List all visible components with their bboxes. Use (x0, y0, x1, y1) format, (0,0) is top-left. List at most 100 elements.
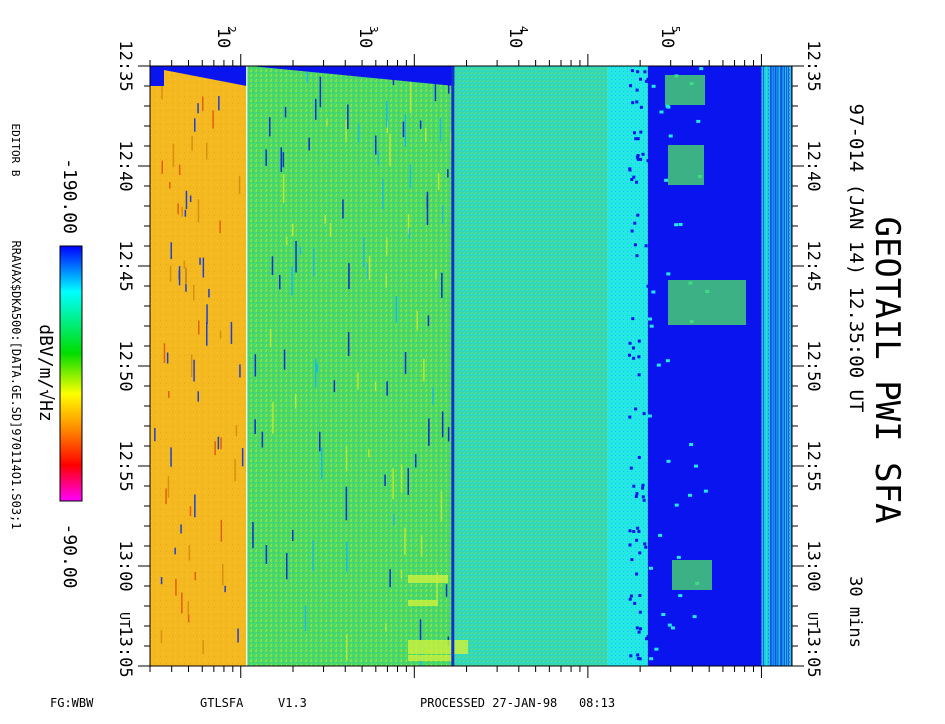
band-4-speckle (658, 152, 661, 155)
band-4-speckle (654, 133, 658, 137)
colorbar-min-label: -190.00 (59, 158, 80, 234)
band-4-cyan-speckle (656, 363, 661, 367)
band-4-speckle (635, 88, 639, 92)
band-1-streak (180, 524, 182, 534)
band-4-speckle (633, 131, 636, 135)
colorbar-units-label: dBV/m/√Hz (35, 324, 56, 422)
time-labels-left: 12:35 12:40 12:45 12:50 12:55 13:00 UT 1… (115, 40, 135, 677)
band-1-streak (178, 164, 181, 175)
band-4-speckle (662, 382, 666, 386)
band-4-speckle (663, 550, 667, 553)
band-2-streak (425, 128, 427, 142)
band-4-speckle (637, 456, 641, 459)
band-2-streak (319, 431, 321, 452)
band-4-speckle (632, 356, 636, 360)
band-4-speckle (665, 419, 669, 423)
band-4-speckle (658, 518, 662, 522)
band-2-streak (348, 263, 350, 290)
band-2-streak (292, 529, 294, 541)
band-1-streak (230, 321, 233, 344)
band-2-streak (450, 132, 452, 151)
chart-subtitle: 97-014 (JAN 14) 12.35:00 UT (845, 104, 867, 413)
band-4-speckle (635, 492, 639, 496)
band-2-streak (347, 104, 349, 130)
band-2-streak (280, 147, 282, 172)
band-4-speckle (655, 229, 658, 233)
band-4-speckle (651, 129, 655, 133)
band-4-speckle (653, 135, 657, 138)
time-label-right-ut: UT (804, 612, 819, 628)
band-1-streak (185, 190, 188, 210)
band-5-line (771, 66, 773, 666)
band-1-streak (208, 288, 210, 298)
band-5-line (778, 66, 780, 666)
band-2-streak (252, 522, 254, 549)
band-2-streak (285, 236, 288, 246)
band-1-streak (197, 103, 199, 114)
band-4-speckle (638, 551, 642, 555)
band-2-streak (294, 394, 297, 409)
band-4-speckle (663, 654, 667, 658)
band-2-streak (435, 269, 437, 280)
band-2-streak (426, 195, 429, 209)
band-2-streak (436, 572, 438, 601)
band-4-speckle (654, 504, 658, 508)
colorbar-max-label: -90.00 (59, 523, 80, 588)
band-4-cyan-speckle (661, 613, 666, 616)
band-2-streak (265, 545, 268, 564)
band-1-streak (239, 364, 241, 378)
band-1-streak (220, 519, 223, 542)
time-label-left: 13:00 (115, 540, 135, 591)
band-2-edge-line (451, 66, 455, 666)
band-2-streak (420, 534, 423, 557)
band-2-streak (357, 372, 359, 390)
band-1-streak (224, 585, 226, 593)
band-1-streak (178, 270, 180, 280)
band-2-streak (386, 381, 388, 396)
band-2-streak (416, 310, 418, 331)
band-4-speckle (661, 423, 664, 427)
band-4-speckle (661, 647, 664, 650)
band-1-streak (199, 257, 201, 265)
svg-text:5: 5 (669, 26, 682, 33)
band-1-streak (183, 260, 186, 269)
band-4-speckle (641, 483, 645, 487)
band-1-streak (202, 257, 205, 278)
band-4-speckle (650, 621, 654, 625)
svg-text:10: 10 (505, 28, 525, 48)
band-2-streak (284, 106, 287, 118)
band-2-streak (321, 447, 323, 480)
band-2-streak (368, 449, 370, 458)
band-4-speckle (660, 132, 664, 136)
band-4-speckle (660, 277, 663, 281)
footer-program-label: GTLSFA (200, 696, 244, 710)
band-2-streak (440, 491, 443, 522)
band-4-speckle (659, 107, 663, 110)
freq-tick-label-10000: 10 4 (505, 26, 530, 48)
band-4-speckle (645, 637, 648, 641)
band-2-streak (419, 120, 422, 129)
band-2-streak (363, 237, 365, 267)
band-1-streak (187, 614, 190, 623)
band-1-streak (189, 506, 192, 517)
band-4-speckle (656, 541, 660, 545)
band-1-streak (166, 352, 169, 364)
band-4-speckle (634, 495, 638, 498)
band-4-speckle (635, 254, 639, 258)
band-1-fill (150, 66, 247, 666)
band-1-streak (193, 359, 195, 382)
band-4-cyan-speckle (696, 119, 701, 123)
band-4-cyan-speckle (651, 290, 656, 294)
band-1-streak (160, 577, 163, 585)
band-2-streak (393, 513, 395, 526)
time-label-right: 13:00 (803, 540, 823, 591)
band-4-speckle (663, 514, 667, 517)
band-4-speckle (658, 646, 662, 650)
band-2-streak (347, 331, 350, 356)
band-1-streak (238, 175, 241, 194)
band-4-cyan-speckle (678, 594, 683, 598)
band-5-green-patch (668, 280, 746, 325)
band-4-speckle (628, 543, 632, 547)
band-4-cyan-speckle (692, 615, 697, 619)
band-2-streak (404, 352, 407, 375)
